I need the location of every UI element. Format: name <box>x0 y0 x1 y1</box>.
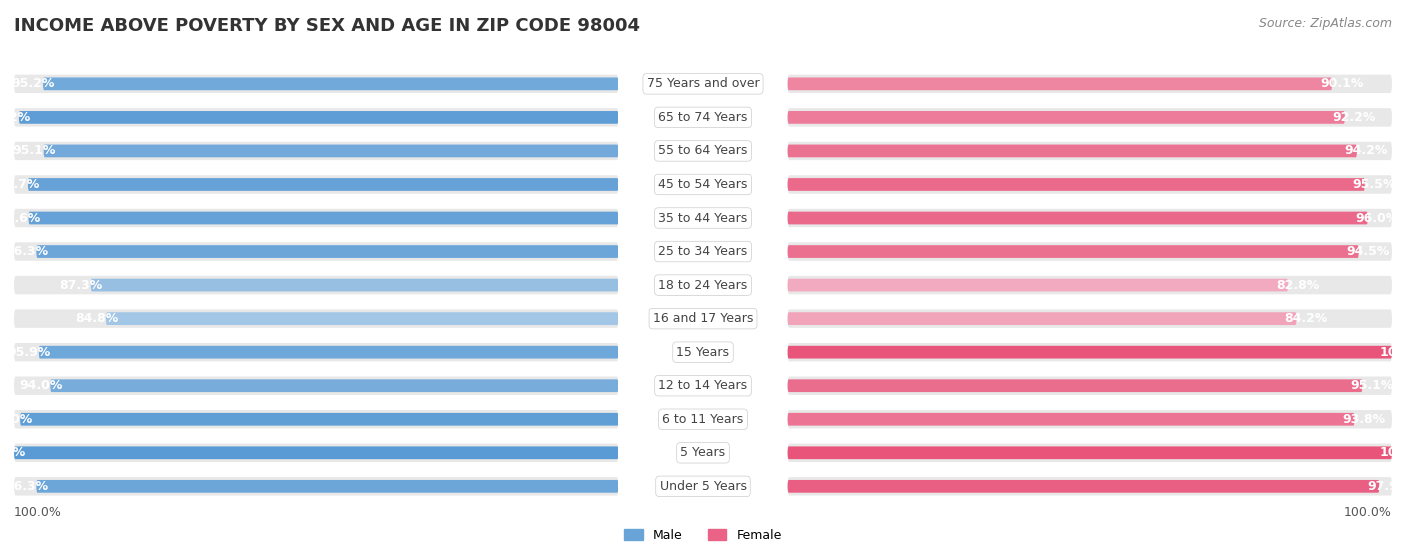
FancyBboxPatch shape <box>787 410 1392 428</box>
Legend: Male, Female: Male, Female <box>619 524 787 547</box>
Text: 75 Years and over: 75 Years and over <box>647 77 759 91</box>
Text: 95.1%: 95.1% <box>1350 379 1393 392</box>
Text: 99.0%: 99.0% <box>0 413 32 426</box>
Text: 96.3%: 96.3% <box>6 245 48 258</box>
FancyBboxPatch shape <box>787 111 1344 124</box>
FancyBboxPatch shape <box>14 175 619 193</box>
Text: 96.0%: 96.0% <box>1355 211 1399 225</box>
Text: 84.8%: 84.8% <box>75 312 118 325</box>
Text: 95.9%: 95.9% <box>7 345 51 359</box>
FancyBboxPatch shape <box>14 108 619 126</box>
FancyBboxPatch shape <box>14 377 619 395</box>
Text: 100.0%: 100.0% <box>1344 506 1392 519</box>
FancyBboxPatch shape <box>787 444 1392 462</box>
Text: 25 to 34 Years: 25 to 34 Years <box>658 245 748 258</box>
FancyBboxPatch shape <box>787 78 1331 90</box>
FancyBboxPatch shape <box>787 477 1392 496</box>
Text: 82.8%: 82.8% <box>1275 278 1319 292</box>
Text: 96.3%: 96.3% <box>6 480 48 493</box>
FancyBboxPatch shape <box>18 111 619 124</box>
FancyBboxPatch shape <box>787 74 1392 93</box>
FancyBboxPatch shape <box>14 209 619 227</box>
Text: 100.0%: 100.0% <box>14 506 62 519</box>
Text: 90.1%: 90.1% <box>1320 77 1364 91</box>
Text: 55 to 64 Years: 55 to 64 Years <box>658 144 748 158</box>
FancyBboxPatch shape <box>14 444 619 462</box>
Text: 84.2%: 84.2% <box>1284 312 1327 325</box>
FancyBboxPatch shape <box>14 141 619 160</box>
Text: 15 Years: 15 Years <box>676 345 730 359</box>
FancyBboxPatch shape <box>37 480 619 492</box>
FancyBboxPatch shape <box>14 243 619 260</box>
Text: 65 to 74 Years: 65 to 74 Years <box>658 111 748 124</box>
Text: 95.1%: 95.1% <box>13 144 56 158</box>
FancyBboxPatch shape <box>787 245 1358 258</box>
Text: 99.2%: 99.2% <box>0 111 31 124</box>
FancyBboxPatch shape <box>787 178 1365 191</box>
FancyBboxPatch shape <box>787 276 1392 294</box>
FancyBboxPatch shape <box>14 74 619 93</box>
Text: 95.2%: 95.2% <box>11 77 55 91</box>
FancyBboxPatch shape <box>787 145 1357 157</box>
Text: 12 to 14 Years: 12 to 14 Years <box>658 379 748 392</box>
Text: 87.3%: 87.3% <box>59 278 103 292</box>
Text: Under 5 Years: Under 5 Years <box>659 480 747 493</box>
Text: 97.9%: 97.9% <box>1367 480 1406 493</box>
Text: 45 to 54 Years: 45 to 54 Years <box>658 178 748 191</box>
Text: 35 to 44 Years: 35 to 44 Years <box>658 211 748 225</box>
FancyBboxPatch shape <box>787 279 1288 291</box>
FancyBboxPatch shape <box>787 346 1392 358</box>
FancyBboxPatch shape <box>787 413 1354 425</box>
FancyBboxPatch shape <box>787 212 1368 224</box>
Text: 94.0%: 94.0% <box>20 379 62 392</box>
FancyBboxPatch shape <box>44 145 619 157</box>
FancyBboxPatch shape <box>787 141 1392 160</box>
FancyBboxPatch shape <box>787 175 1392 193</box>
FancyBboxPatch shape <box>37 245 619 258</box>
FancyBboxPatch shape <box>14 276 619 294</box>
FancyBboxPatch shape <box>787 480 1379 492</box>
Text: 93.8%: 93.8% <box>1343 413 1385 426</box>
Text: 5 Years: 5 Years <box>681 446 725 459</box>
Text: 92.2%: 92.2% <box>1333 111 1376 124</box>
Text: 100.0%: 100.0% <box>1379 345 1406 359</box>
FancyBboxPatch shape <box>787 108 1392 126</box>
FancyBboxPatch shape <box>44 78 619 90</box>
FancyBboxPatch shape <box>787 312 1296 325</box>
FancyBboxPatch shape <box>787 243 1392 260</box>
FancyBboxPatch shape <box>787 377 1392 395</box>
FancyBboxPatch shape <box>787 209 1392 227</box>
Text: 94.2%: 94.2% <box>1344 144 1388 158</box>
FancyBboxPatch shape <box>14 447 619 459</box>
FancyBboxPatch shape <box>28 212 619 224</box>
FancyBboxPatch shape <box>105 312 619 325</box>
FancyBboxPatch shape <box>51 380 619 392</box>
FancyBboxPatch shape <box>20 413 619 425</box>
FancyBboxPatch shape <box>28 178 619 191</box>
FancyBboxPatch shape <box>787 310 1392 328</box>
Text: 16 and 17 Years: 16 and 17 Years <box>652 312 754 325</box>
FancyBboxPatch shape <box>787 343 1392 361</box>
FancyBboxPatch shape <box>91 279 619 291</box>
Text: 95.5%: 95.5% <box>1353 178 1396 191</box>
FancyBboxPatch shape <box>14 477 619 496</box>
FancyBboxPatch shape <box>14 410 619 428</box>
Text: INCOME ABOVE POVERTY BY SEX AND AGE IN ZIP CODE 98004: INCOME ABOVE POVERTY BY SEX AND AGE IN Z… <box>14 17 640 35</box>
Text: 100.0%: 100.0% <box>1379 446 1406 459</box>
FancyBboxPatch shape <box>39 346 619 358</box>
Text: Source: ZipAtlas.com: Source: ZipAtlas.com <box>1258 17 1392 30</box>
Text: 97.7%: 97.7% <box>0 178 39 191</box>
Text: 97.6%: 97.6% <box>0 211 41 225</box>
FancyBboxPatch shape <box>14 343 619 361</box>
FancyBboxPatch shape <box>787 380 1362 392</box>
Text: 6 to 11 Years: 6 to 11 Years <box>662 413 744 426</box>
FancyBboxPatch shape <box>787 447 1392 459</box>
Text: 100.0%: 100.0% <box>0 446 27 459</box>
Text: 94.5%: 94.5% <box>1347 245 1391 258</box>
FancyBboxPatch shape <box>14 310 619 328</box>
Text: 18 to 24 Years: 18 to 24 Years <box>658 278 748 292</box>
